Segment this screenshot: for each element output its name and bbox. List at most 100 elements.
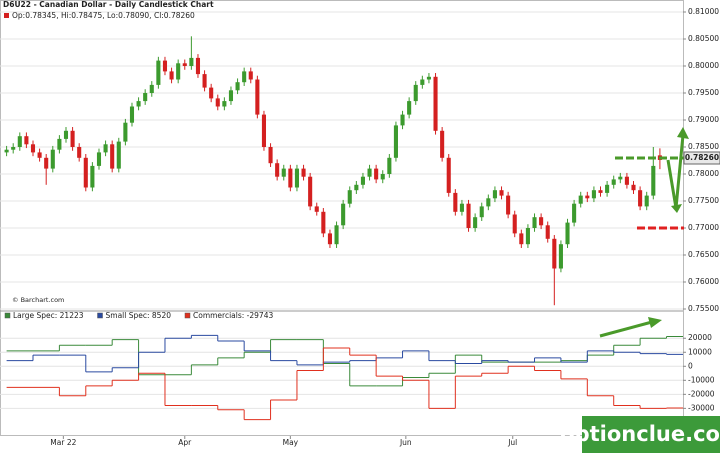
- candle-body: [261, 114, 267, 147]
- candle-body: [380, 174, 385, 180]
- candle-body: [268, 147, 273, 164]
- arrow-head: [648, 317, 662, 328]
- candle-body: [169, 71, 174, 80]
- candle-body: [123, 122, 128, 142]
- candle-body: [565, 222, 570, 245]
- candle-body: [578, 195, 583, 204]
- candle-body: [308, 176, 313, 207]
- candle-body: [585, 195, 590, 199]
- legend-swatch: [4, 312, 11, 319]
- y-tick-label: 0.79000: [688, 115, 719, 124]
- candle-body: [281, 168, 286, 177]
- legend-swatch: [184, 312, 191, 319]
- y-tick-label: -20000: [688, 389, 715, 398]
- candle-body: [17, 136, 22, 147]
- credit: © Barchart.com: [12, 296, 64, 304]
- candle-body: [532, 217, 537, 228]
- legend-icon: [4, 13, 9, 18]
- candle-body: [156, 60, 161, 85]
- y-tick-label: 0.80500: [688, 34, 719, 43]
- candle-body: [4, 149, 9, 153]
- candle-body: [506, 195, 511, 215]
- candle-body: [149, 84, 154, 93]
- candle-body: [651, 165, 656, 196]
- candle-body: [24, 136, 29, 145]
- candle-body: [189, 57, 194, 66]
- candle-body: [202, 74, 207, 88]
- candle-body: [248, 71, 253, 80]
- chart-title: D6U22 - Canadian Dollar - Daily Candlest…: [3, 0, 214, 9]
- candle-body: [63, 130, 69, 139]
- x-tick-label: Mar 22: [50, 438, 76, 447]
- y-tick-label: 0.78000: [688, 169, 719, 178]
- candle-body: [275, 163, 280, 177]
- x-tick-label: Apr: [178, 438, 192, 447]
- candle-body: [327, 233, 332, 245]
- candle-body: [644, 195, 649, 207]
- y-tick-label: 0.75500: [688, 304, 719, 313]
- candle-body: [11, 147, 16, 150]
- candle-body: [70, 130, 75, 147]
- candle-body: [552, 238, 557, 269]
- candle-body: [473, 217, 478, 228]
- candle-body: [446, 157, 451, 193]
- candle-body: [591, 190, 596, 199]
- candle-body: [525, 228, 530, 245]
- y-tick-label: 0.78500: [688, 142, 719, 151]
- candle-body: [400, 114, 405, 126]
- candle-body: [50, 149, 55, 169]
- candle-body: [512, 214, 517, 234]
- y-tick-label: 0.77500: [688, 196, 719, 205]
- candle-body: [255, 79, 260, 115]
- candle-body: [334, 225, 339, 245]
- y-tick-label: 0.76000: [688, 277, 719, 286]
- last-price-box: [683, 151, 720, 165]
- candle-body: [162, 60, 168, 72]
- y-tick-label: 20000: [688, 333, 712, 342]
- candle-body: [30, 144, 36, 153]
- x-tick-label: Jun: [399, 438, 412, 447]
- candle-body: [222, 101, 227, 107]
- candle-body: [539, 217, 544, 226]
- candle-body: [129, 106, 135, 123]
- candle-body: [77, 147, 82, 158]
- ohlc-label: Op:0.78345, Hi:0.78475, Lo:0.78090, Cl:0…: [12, 11, 195, 20]
- candle-body: [116, 141, 121, 169]
- candle-body: [347, 190, 352, 204]
- candle-body: [301, 168, 306, 177]
- candle-body: [176, 63, 181, 80]
- legend-label: Small Spec: 8520: [106, 311, 172, 320]
- candle-body: [182, 63, 187, 66]
- last-price-label: 0.78260: [685, 153, 719, 162]
- candle-body: [44, 157, 49, 169]
- y-tick-label: 10000: [688, 347, 712, 356]
- legend-label: Commercials: -29743: [193, 311, 273, 320]
- candle-body: [37, 152, 42, 158]
- candle-body: [440, 130, 445, 158]
- y-tick-label: -10000: [688, 375, 715, 384]
- candle-body: [360, 176, 365, 185]
- candle-body: [499, 190, 504, 196]
- candle-body: [90, 165, 95, 188]
- candle-body: [143, 93, 148, 102]
- y-tick-label: 0.79500: [688, 88, 719, 97]
- candle-body: [624, 176, 629, 185]
- candle-body: [598, 190, 603, 193]
- x-tick-label: May: [283, 438, 299, 447]
- candle-body: [136, 101, 141, 107]
- candle-body: [209, 87, 214, 99]
- candle-body: [294, 168, 300, 188]
- arrow-head: [677, 127, 689, 139]
- candle-body: [288, 168, 293, 188]
- candle-body: [611, 179, 616, 185]
- candle-body: [367, 168, 372, 177]
- candle-body: [572, 203, 577, 223]
- candle-body: [459, 203, 464, 212]
- y-tick-label: 0: [688, 361, 693, 370]
- y-tick-label: 0.76500: [688, 250, 719, 259]
- candle-body: [638, 190, 643, 207]
- candle-body: [545, 225, 550, 239]
- legend-label: Large Spec: 21223: [13, 311, 84, 320]
- candle-body: [492, 190, 497, 199]
- y-tick-label: -30000: [688, 403, 715, 412]
